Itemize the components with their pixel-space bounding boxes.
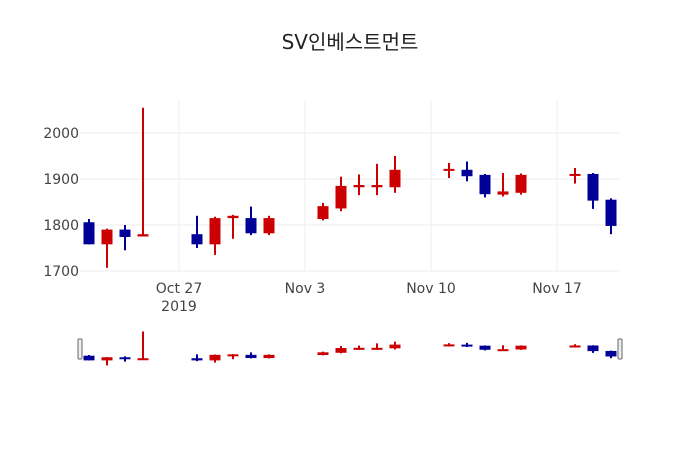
candle: [605, 199, 617, 226]
candle: [371, 184, 383, 188]
range-slider-right-handle[interactable]: [617, 338, 623, 360]
candle: [479, 345, 491, 350]
gridlines: [80, 100, 620, 272]
range-slider-left-handle[interactable]: [77, 338, 83, 360]
x-tick-year: 2019: [161, 299, 197, 315]
x-tick-label: Nov 3: [285, 281, 326, 297]
candle: [605, 350, 617, 357]
y-axis: 1700 1800 1900 2000: [43, 126, 79, 280]
candle: [497, 349, 509, 352]
candle: [209, 354, 221, 361]
x-tick-label: Nov 17: [532, 281, 582, 297]
candle: [245, 218, 257, 234]
candle: [317, 206, 329, 220]
candle: [245, 354, 257, 359]
candle: [137, 234, 149, 237]
candle: [335, 348, 347, 353]
y-tick-label: 1700: [43, 264, 79, 280]
candle: [101, 357, 113, 361]
y-tick-label: 1800: [43, 218, 79, 234]
candle: [335, 185, 347, 209]
candle: [119, 357, 131, 360]
candle: [389, 344, 401, 349]
y-tick-label: 1900: [43, 172, 79, 188]
candle: [443, 344, 455, 347]
candle: [353, 184, 365, 188]
candle: [515, 345, 527, 350]
candle: [569, 345, 581, 348]
candle: [317, 352, 329, 356]
candle: [191, 358, 203, 361]
candle: [587, 345, 599, 352]
candle: [191, 234, 203, 245]
candle: [227, 354, 239, 357]
candle: [497, 191, 509, 195]
candle: [515, 174, 527, 193]
candle: [569, 173, 581, 176]
x-axis: Oct 27 2019 Nov 3 Nov 10 Nov 17: [156, 281, 582, 315]
candle: [587, 173, 599, 201]
candle: [83, 355, 95, 361]
candle: [389, 169, 401, 188]
candle: [209, 218, 221, 245]
candle: [119, 229, 131, 237]
chart-title: SV인베스트먼트: [282, 30, 419, 54]
candle: [461, 344, 473, 347]
candle: [263, 354, 275, 359]
candle: [137, 358, 149, 361]
candle: [227, 215, 239, 219]
candle: [461, 169, 473, 177]
candle: [83, 222, 95, 245]
candle: [371, 347, 383, 350]
candle: [263, 218, 275, 234]
candles: [83, 107, 617, 268]
x-tick-label: Nov 10: [406, 281, 456, 297]
candle: [443, 168, 455, 171]
x-tick-label: Oct 27: [156, 281, 202, 297]
candle: [479, 174, 491, 195]
range-slider[interactable]: [77, 331, 623, 366]
y-tick-label: 2000: [43, 126, 79, 142]
candle: [101, 229, 113, 245]
candle: [353, 347, 365, 350]
